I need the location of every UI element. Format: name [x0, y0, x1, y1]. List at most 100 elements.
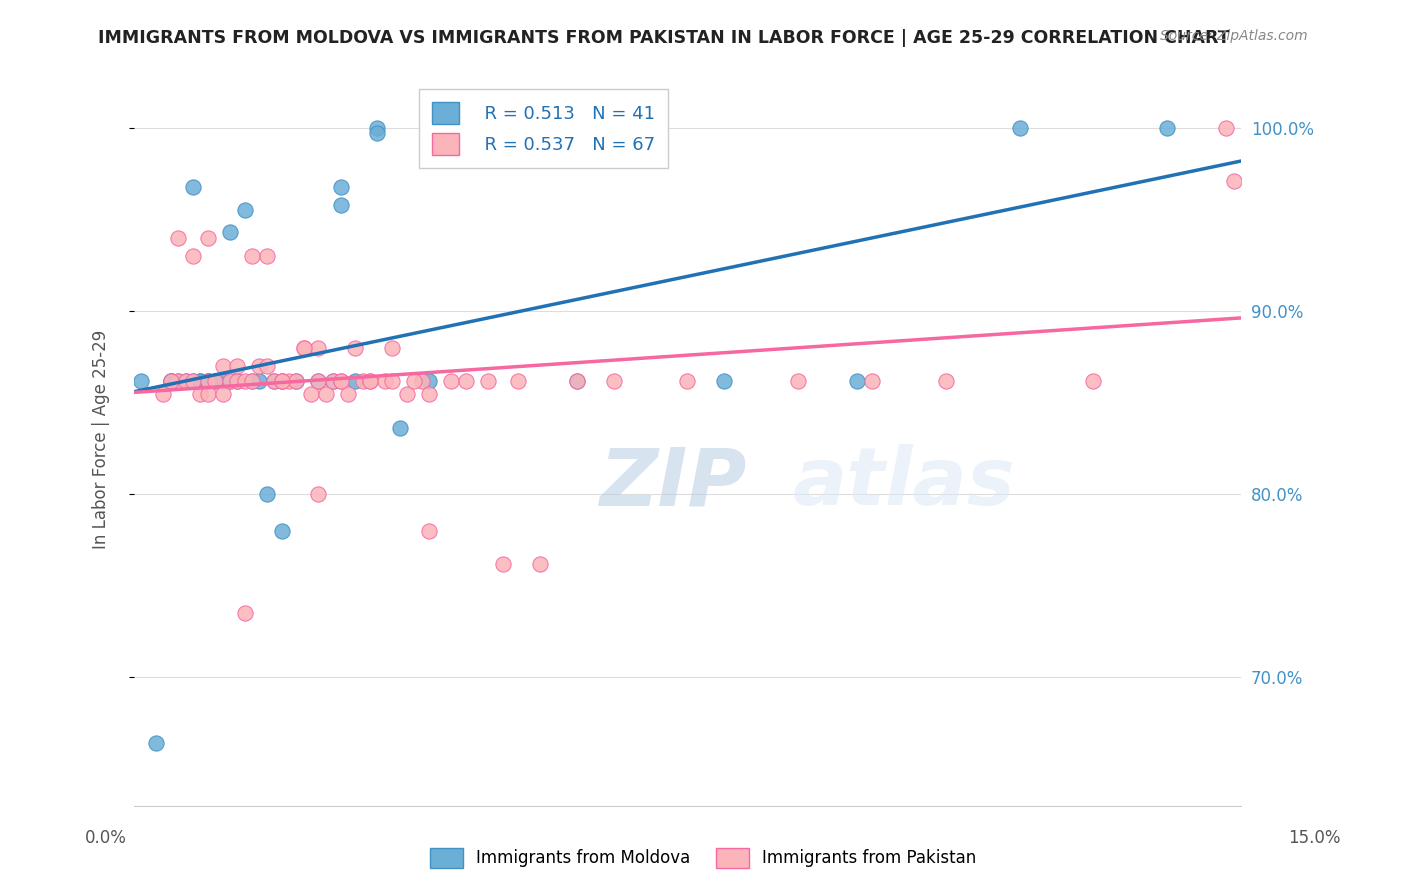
- Point: [160, 374, 183, 388]
- Point: [181, 249, 204, 263]
- Point: [247, 359, 270, 373]
- Legend: Immigrants from Moldova, Immigrants from Pakistan: Immigrants from Moldova, Immigrants from…: [423, 841, 983, 875]
- Text: 0.0%: 0.0%: [84, 829, 127, 847]
- Point: [197, 374, 219, 388]
- Point: [292, 341, 315, 355]
- Point: [322, 374, 344, 388]
- Point: [256, 487, 278, 501]
- Point: [1008, 120, 1031, 135]
- Point: [1156, 120, 1178, 135]
- Point: [307, 374, 329, 388]
- Point: [395, 386, 418, 401]
- Point: [197, 374, 219, 388]
- Point: [160, 374, 183, 388]
- Point: [204, 374, 226, 388]
- Point: [233, 203, 256, 218]
- Point: [388, 421, 411, 435]
- Point: [492, 557, 515, 571]
- Point: [240, 374, 263, 388]
- Point: [211, 386, 233, 401]
- Point: [219, 225, 242, 239]
- Text: atlas: atlas: [793, 444, 1015, 523]
- Point: [602, 374, 624, 388]
- Point: [277, 374, 299, 388]
- Point: [299, 386, 322, 401]
- Y-axis label: In Labor Force | Age 25-29: In Labor Force | Age 25-29: [93, 330, 110, 549]
- Point: [477, 374, 499, 388]
- Point: [404, 374, 426, 388]
- Point: [307, 487, 329, 501]
- Point: [211, 374, 233, 388]
- Point: [160, 374, 183, 388]
- Point: [676, 374, 699, 388]
- Point: [454, 374, 477, 388]
- Point: [167, 374, 190, 388]
- Point: [285, 374, 308, 388]
- Point: [329, 374, 352, 388]
- Point: [1083, 374, 1105, 388]
- Point: [240, 249, 263, 263]
- Point: [329, 198, 352, 212]
- Point: [145, 736, 167, 750]
- Point: [329, 374, 352, 388]
- Point: [204, 374, 226, 388]
- Point: [197, 374, 219, 388]
- Point: [226, 374, 249, 388]
- Point: [322, 374, 344, 388]
- Point: [240, 374, 263, 388]
- Point: [506, 374, 529, 388]
- Text: IMMIGRANTS FROM MOLDOVA VS IMMIGRANTS FROM PAKISTAN IN LABOR FORCE | AGE 25-29 C: IMMIGRANTS FROM MOLDOVA VS IMMIGRANTS FR…: [98, 29, 1230, 46]
- Point: [285, 374, 308, 388]
- Point: [226, 374, 249, 388]
- Point: [190, 386, 212, 401]
- Point: [152, 386, 174, 401]
- Point: [846, 374, 869, 388]
- Point: [787, 374, 810, 388]
- Point: [860, 374, 883, 388]
- Point: [181, 179, 204, 194]
- Point: [190, 374, 212, 388]
- Point: [418, 374, 440, 388]
- Point: [565, 374, 588, 388]
- Point: [411, 374, 433, 388]
- Point: [344, 341, 367, 355]
- Point: [713, 374, 735, 388]
- Point: [256, 249, 278, 263]
- Point: [160, 374, 183, 388]
- Point: [174, 374, 197, 388]
- Point: [315, 386, 337, 401]
- Text: ZIP: ZIP: [599, 444, 747, 523]
- Point: [233, 374, 256, 388]
- Point: [329, 179, 352, 194]
- Legend:   R = 0.513   N = 41,   R = 0.537   N = 67: R = 0.513 N = 41, R = 0.537 N = 67: [419, 89, 668, 168]
- Point: [181, 374, 204, 388]
- Point: [292, 341, 315, 355]
- Point: [219, 374, 242, 388]
- Point: [167, 231, 190, 245]
- Point: [359, 374, 381, 388]
- Point: [131, 374, 153, 388]
- Point: [352, 374, 374, 388]
- Point: [381, 374, 404, 388]
- Point: [307, 374, 329, 388]
- Point: [256, 359, 278, 373]
- Point: [344, 374, 367, 388]
- Point: [263, 374, 285, 388]
- Point: [381, 341, 404, 355]
- Point: [359, 374, 381, 388]
- Point: [167, 374, 190, 388]
- Point: [211, 359, 233, 373]
- Point: [418, 524, 440, 538]
- Point: [1215, 120, 1237, 135]
- Text: Source: ZipAtlas.com: Source: ZipAtlas.com: [1160, 29, 1308, 43]
- Point: [935, 374, 957, 388]
- Point: [197, 231, 219, 245]
- Point: [219, 374, 242, 388]
- Point: [270, 374, 292, 388]
- Point: [263, 374, 285, 388]
- Point: [1222, 174, 1244, 188]
- Point: [374, 374, 396, 388]
- Point: [270, 524, 292, 538]
- Point: [197, 374, 219, 388]
- Point: [233, 607, 256, 621]
